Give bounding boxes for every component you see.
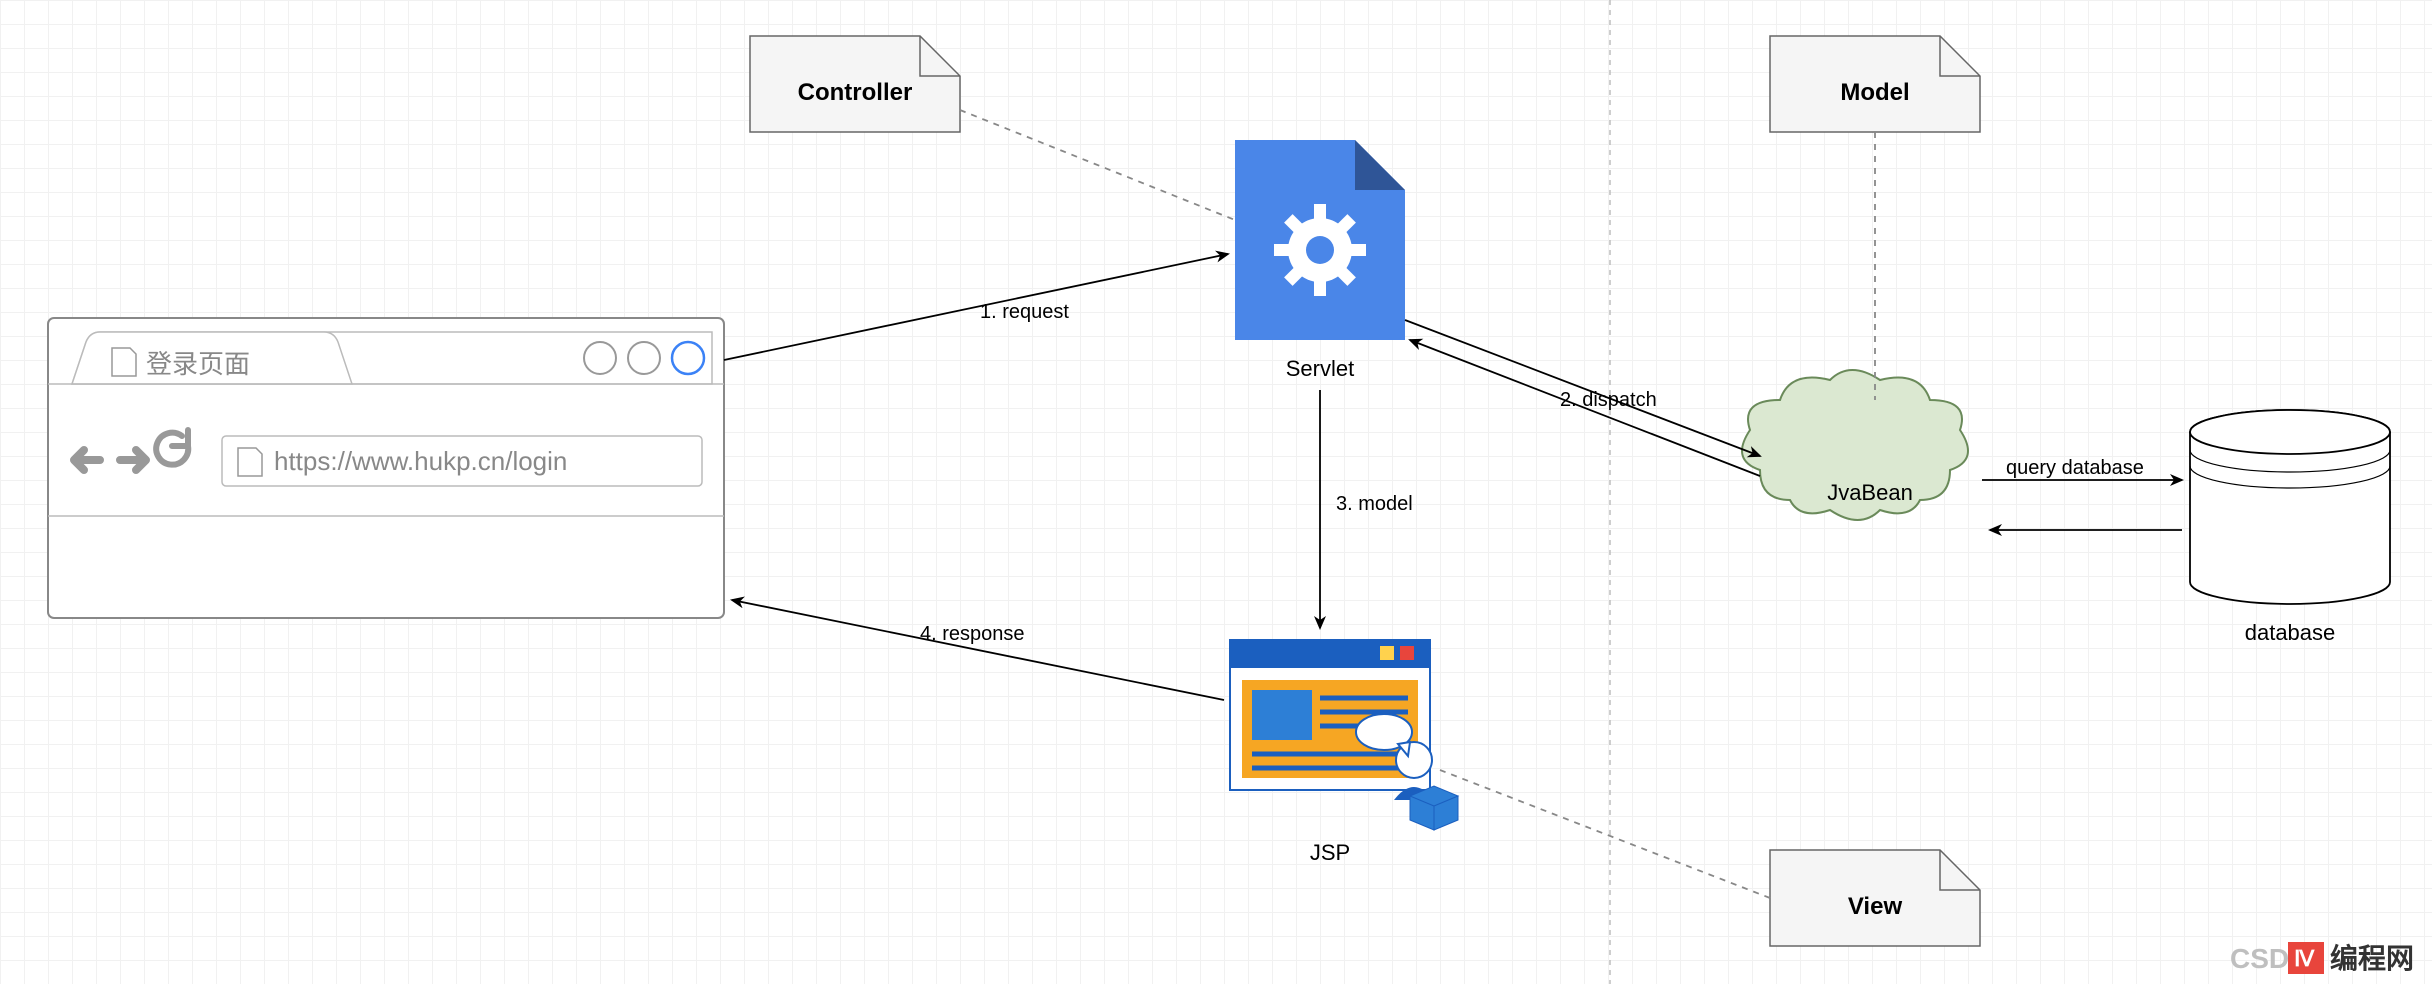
note-model-label: Model	[1840, 79, 1909, 106]
browser-window: 登录页面 https://www.hukp.cn/login	[48, 318, 724, 618]
jsp-label: JSP	[1310, 840, 1350, 865]
edge-query-label: query database	[2006, 457, 2144, 479]
jsp-node: JSP	[1230, 640, 1458, 865]
note-view: View	[1770, 850, 1980, 946]
watermark-brand: 编程网	[2330, 942, 2414, 974]
dash-controller-servlet	[960, 110, 1235, 220]
browser-tab-label: 登录页面	[146, 349, 250, 379]
svg-text:Ⅳ: Ⅳ	[2294, 946, 2315, 971]
cloud-node: JvaBean	[1742, 370, 1968, 520]
edge-model-label: 3. model	[1336, 493, 1413, 515]
edge-request	[724, 254, 1228, 360]
cloud-label: JvaBean	[1827, 480, 1913, 505]
diagram-canvas: Controller Model View 登录页面 https:/	[0, 0, 2432, 984]
note-view-label: View	[1848, 893, 1903, 920]
servlet-label: Servlet	[1286, 356, 1354, 381]
note-controller: Controller	[750, 36, 960, 132]
servlet-node: Servlet	[1235, 140, 1405, 381]
edge-dispatch-fwd	[1405, 320, 1760, 456]
database-label: database	[2245, 620, 2336, 645]
browser-url: https://www.hukp.cn/login	[274, 446, 567, 476]
edge-dispatch-label: 2. dispatch	[1560, 389, 1657, 411]
edge-response	[732, 600, 1224, 700]
watermark: CSD Ⅳ 编程网	[2230, 942, 2414, 974]
edge-response-label: 4. response	[920, 623, 1025, 645]
watermark-csd: CSD	[2230, 943, 2289, 974]
note-model: Model	[1770, 36, 1980, 132]
edge-request-label: 1. request	[980, 301, 1069, 323]
database-node: database	[2190, 410, 2390, 645]
note-controller-label: Controller	[798, 79, 913, 106]
dash-view-jsp	[1440, 770, 1770, 898]
